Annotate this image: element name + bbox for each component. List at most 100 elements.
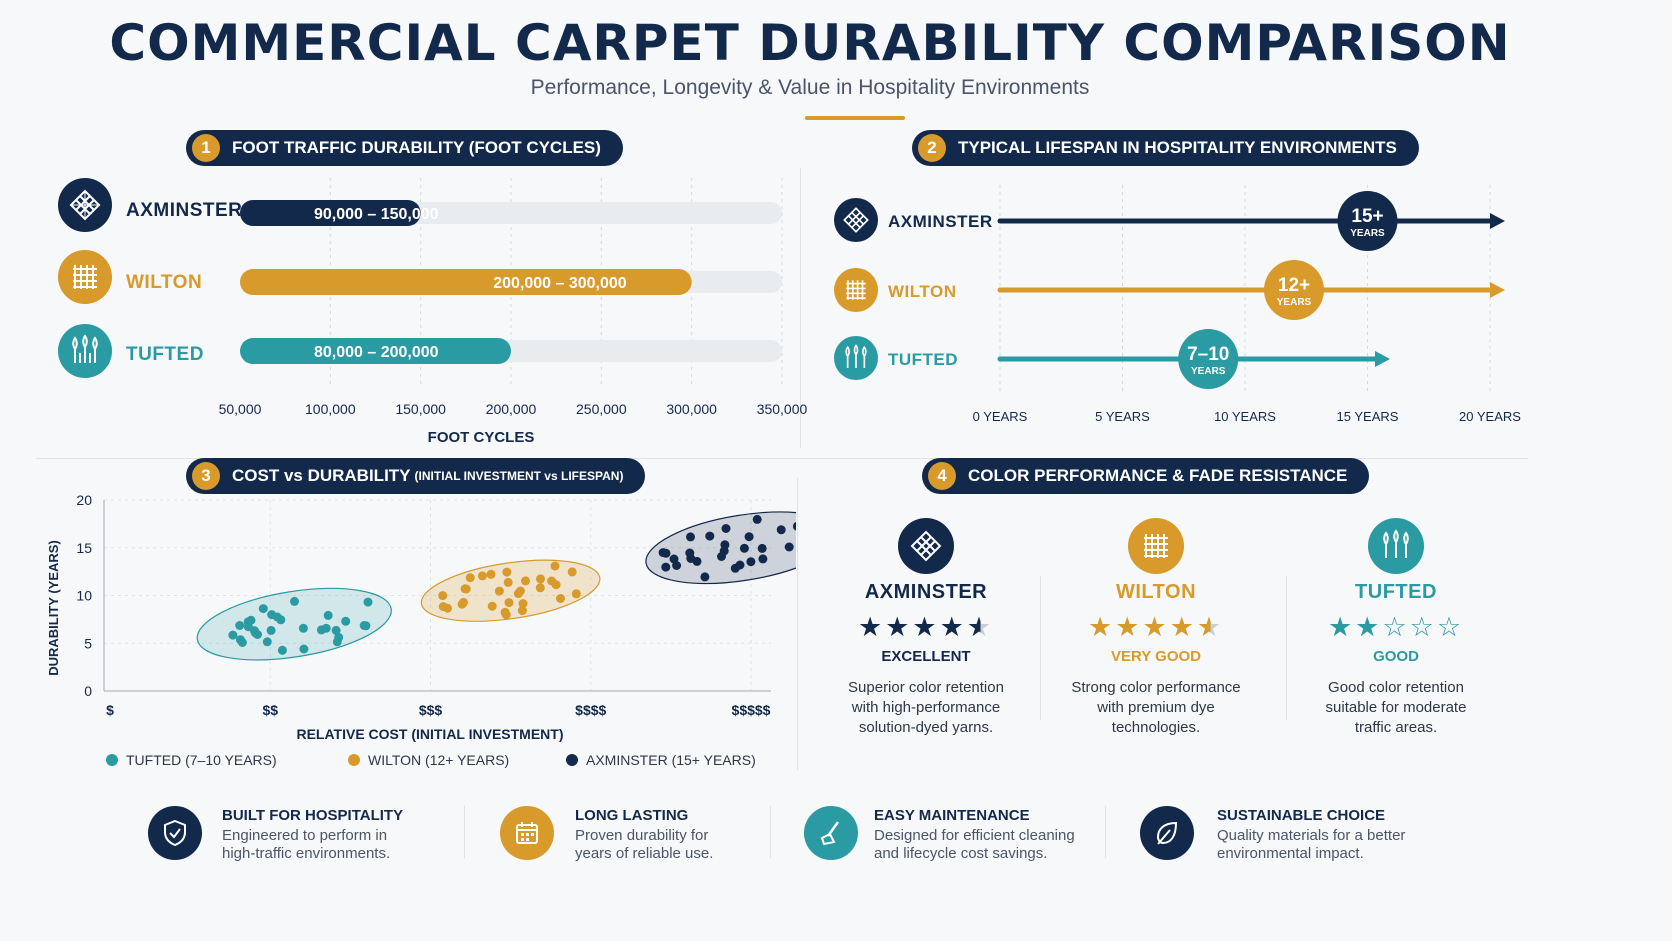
scatter-point <box>262 637 272 647</box>
section-number: 3 <box>192 462 220 490</box>
scatter-point <box>486 569 496 579</box>
scatter-point <box>502 567 512 577</box>
page-title: COMMERCIAL CARPET DURABILITY COMPARISON <box>109 14 1511 72</box>
section-2-header: 2 TYPICAL LIFESPAN IN HOSPITALITY ENVIRO… <box>912 130 1419 166</box>
x-tick-label: 350,000 <box>757 401 808 417</box>
legend-item-tufted: TUFTED (7–10 YEARS) <box>106 752 277 768</box>
x-tick-label: $$$$ <box>575 702 606 718</box>
scatter-point <box>551 580 561 590</box>
star-empty-icon: ☆ <box>1436 612 1465 642</box>
tufted-fibers-icon <box>58 324 112 378</box>
scatter-point <box>535 583 545 593</box>
rating-divider <box>1040 576 1041 720</box>
grid-weave-icon <box>834 268 878 312</box>
scatter-point <box>518 599 528 609</box>
bar-value-label: 80,000 – 200,000 <box>314 344 439 361</box>
scatter-point <box>277 645 287 655</box>
feature-title: LONG LASTING <box>575 807 689 824</box>
lifespan-unit: YEARS <box>1277 297 1312 308</box>
divider-bottom <box>797 478 798 770</box>
legend-swatch <box>106 754 118 766</box>
rating-desc-line3: solution-dyed yarns. <box>858 719 994 736</box>
title-underline <box>805 116 905 120</box>
scatter-point <box>517 606 527 616</box>
feature-divider <box>1105 806 1106 858</box>
scatter-point <box>705 531 715 541</box>
scatter-point <box>550 561 560 571</box>
scatter-point <box>744 532 754 542</box>
x-tick-label: 250,000 <box>576 401 627 417</box>
bar-tufted <box>240 338 511 364</box>
x-tick-label: $$$$$ <box>732 702 771 718</box>
woven-lattice-icon <box>58 178 112 232</box>
scatter-point <box>237 638 247 647</box>
scatter-point <box>501 610 511 620</box>
star-full-icon: ★ <box>1087 612 1116 642</box>
legend-label: TUFTED (7–10 YEARS) <box>126 752 277 768</box>
feature-title: BUILT FOR HOSPITALITY <box>222 807 404 824</box>
star-full-icon: ★ <box>857 612 886 642</box>
feature-built-for-hospitality: BUILT FOR HOSPITALITY Engineered to perf… <box>148 804 468 864</box>
feature-desc-line2: high-traffic environments. <box>222 845 391 862</box>
scatter-point <box>250 628 260 638</box>
feature-divider <box>464 806 465 858</box>
y-tick-label: 15 <box>76 540 92 556</box>
arrowhead <box>1490 213 1505 229</box>
scatter-point <box>487 601 497 611</box>
x-tick-label: 15 YEARS <box>1337 409 1399 424</box>
rating-label: VERY GOOD <box>1110 648 1202 665</box>
arrowhead <box>1375 351 1390 367</box>
feature-title: EASY MAINTENANCE <box>874 807 1030 824</box>
scatter-point <box>503 577 513 587</box>
section-label: TYPICAL LIFESPAN IN HOSPITALITY ENVIRONM… <box>958 138 1397 157</box>
y-tick-label: 10 <box>76 588 92 604</box>
rating-title: WILTON <box>1115 581 1197 603</box>
x-axis-title: FOOT CYCLES <box>428 429 535 446</box>
legend-swatch <box>566 754 578 766</box>
traffic-label-tufted: TUFTED <box>126 344 204 365</box>
scatter-point <box>571 589 581 599</box>
lifespan-marker <box>1178 329 1239 389</box>
divider-top <box>800 168 801 448</box>
feature-easy-maintenance: EASY MAINTENANCE Designed for efficient … <box>804 804 1104 864</box>
feature-desc-line1: Engineered to perform in <box>222 827 388 844</box>
arrowhead <box>1490 282 1505 298</box>
star-rating: ★★☆☆☆ <box>1286 612 1506 643</box>
legend-swatch <box>348 754 360 766</box>
scatter-point <box>341 616 351 626</box>
rating-card-wilton: WILTON ★★★★★ VERY GOOD Strong color perform… <box>1046 516 1266 746</box>
scatter-point <box>757 543 767 553</box>
scatter-point <box>316 625 326 635</box>
scatter-point <box>504 598 514 608</box>
feature-desc-line1: Quality materials for a better <box>1217 827 1406 844</box>
lifespan-marker <box>1264 260 1324 320</box>
scatter-point <box>290 596 299 606</box>
star-empty-icon: ☆ <box>1409 612 1437 642</box>
scatter-point <box>784 542 794 552</box>
section-number: 1 <box>192 134 220 162</box>
rating-label: EXCELLENT <box>881 648 971 665</box>
traffic-label-axminster: AXMINSTER <box>126 200 243 221</box>
star-empty-icon: ☆ <box>1382 612 1410 642</box>
rating-desc-line1: Strong color performance <box>1071 679 1241 696</box>
scatter-point <box>299 644 309 654</box>
x-tick-label: 5 YEARS <box>1095 409 1150 424</box>
scatter-point <box>658 548 668 558</box>
rating-desc-line1: Good color retention <box>1328 679 1464 696</box>
lifespan-value: 7–10 <box>1187 344 1229 365</box>
x-tick-label: 10 YEARS <box>1214 409 1276 424</box>
section-number: 4 <box>928 462 956 490</box>
x-tick-label: 150,000 <box>395 401 446 417</box>
divider-middle <box>36 458 1528 459</box>
calendar-icon <box>500 806 554 860</box>
star-half-icon: ★ <box>966 612 995 642</box>
rating-desc-line3: traffic areas. <box>1354 719 1438 736</box>
scatter-point <box>721 524 731 533</box>
rating-title: AXMINSTER <box>864 581 988 603</box>
woven-lattice-icon <box>834 198 878 242</box>
lifespan-label-axminster: AXMINSTER <box>888 212 993 231</box>
feature-desc-line2: years of reliable use. <box>575 845 714 862</box>
lifespan-unit: YEARS <box>1191 366 1226 377</box>
star-full-icon: ★ <box>1115 612 1143 642</box>
